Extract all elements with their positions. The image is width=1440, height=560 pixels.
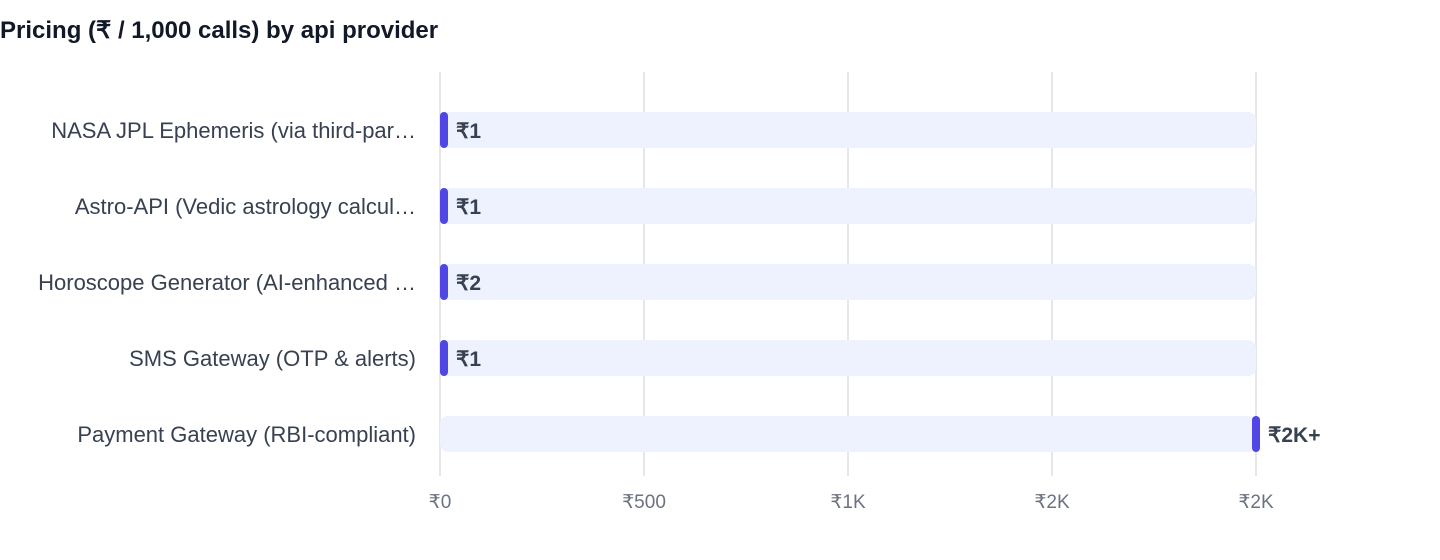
bar-track: [440, 264, 1256, 300]
x-axis-ticks: ₹0 ₹500 ₹1K ₹2K ₹2K: [429, 492, 1274, 513]
category-label: Horoscope Generator (AI-enhanced …: [38, 270, 416, 295]
bar-track: [440, 340, 1256, 376]
bar[interactable]: [440, 340, 448, 376]
x-tick-label: ₹0: [429, 492, 452, 513]
bar[interactable]: [440, 112, 448, 148]
chart-title: Pricing (₹ / 1,000 calls) by api provide…: [0, 17, 439, 44]
bar-track: [440, 188, 1256, 224]
category-label: Payment Gateway (RBI-compliant): [77, 422, 416, 447]
bar-track: [440, 112, 1256, 148]
x-tick-label: ₹500: [622, 492, 666, 513]
category-label: NASA JPL Ephemeris (via third-par…: [51, 118, 416, 143]
bar[interactable]: [1252, 416, 1260, 452]
category-label: Astro-API (Vedic astrology calcul…: [75, 194, 416, 219]
x-tick-label: ₹2K: [1238, 492, 1274, 513]
value-label: ₹1: [456, 196, 481, 219]
value-label: ₹2K+: [1268, 424, 1320, 447]
bar-row: SMS Gateway (OTP & alerts) ₹1: [129, 340, 1256, 376]
bar-row: Payment Gateway (RBI-compliant) ₹2K+: [77, 416, 1320, 452]
x-tick-label: ₹2K: [1034, 492, 1070, 513]
bar-rows: NASA JPL Ephemeris (via third-par… ₹1Astr…: [38, 112, 1320, 452]
value-label: ₹2: [456, 272, 481, 295]
bar-row: Astro-API (Vedic astrology calcul… ₹1: [75, 188, 1256, 224]
bar-track: [440, 416, 1256, 452]
category-label: SMS Gateway (OTP & alerts): [129, 346, 416, 371]
bar-row: NASA JPL Ephemeris (via third-par… ₹1: [51, 112, 1256, 148]
x-tick-label: ₹1K: [830, 492, 866, 513]
bar-row: Horoscope Generator (AI-enhanced … ₹2: [38, 264, 1256, 300]
bar[interactable]: [440, 264, 448, 300]
value-label: ₹1: [456, 348, 481, 371]
bar[interactable]: [440, 188, 448, 224]
value-label: ₹1: [456, 120, 481, 143]
